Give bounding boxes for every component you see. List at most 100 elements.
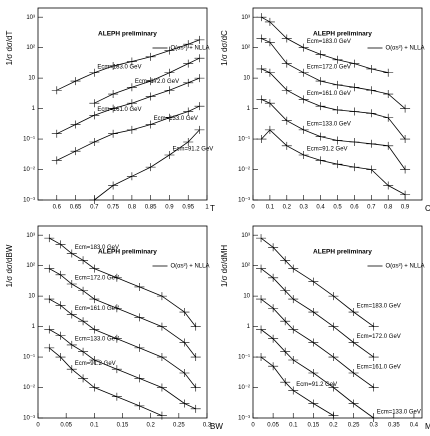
- data-point: [55, 301, 66, 310]
- data-point: [190, 353, 201, 362]
- data-point: [134, 401, 145, 410]
- data-point: [256, 95, 267, 104]
- y-tick-label: 10³: [26, 15, 35, 21]
- x-tick-label: 0.65: [70, 205, 82, 211]
- data-point: [368, 414, 379, 422]
- data-point: [51, 86, 62, 95]
- data-point: [78, 374, 89, 383]
- data-point: [383, 181, 394, 190]
- theory-curve: [260, 329, 374, 419]
- theory-curve: [49, 298, 197, 388]
- theory-curve: [260, 237, 374, 327]
- data-point: [368, 353, 379, 362]
- y-tick-label: 10⁻³: [23, 198, 35, 204]
- data-point: [256, 13, 267, 22]
- x-tick-label: 0.95: [182, 205, 194, 211]
- theory-curve: [94, 129, 200, 201]
- y-tick-label: 1: [32, 324, 36, 330]
- data-point: [400, 135, 411, 144]
- data-point: [264, 125, 275, 134]
- data-point: [89, 196, 100, 204]
- data-point: [280, 317, 291, 326]
- y-tick-label: 10²: [241, 263, 250, 269]
- x-tick-label: 1: [205, 205, 209, 211]
- data-point: [308, 368, 319, 377]
- data-point: [366, 86, 377, 95]
- data-point: [179, 368, 190, 377]
- data-point: [78, 286, 89, 295]
- theory-curve: [49, 347, 163, 416]
- data-point: [383, 90, 394, 99]
- data-point: [288, 295, 299, 304]
- x-tick-label: 0.7: [367, 205, 376, 211]
- legend-text: O(αs²) + NLLA: [386, 264, 425, 270]
- data-point: [183, 40, 194, 49]
- data-point: [55, 353, 66, 362]
- data-point: [256, 64, 267, 73]
- y-tick-label: 10: [243, 76, 250, 82]
- data-point: [108, 181, 119, 190]
- data-point: [194, 54, 205, 63]
- data-point: [348, 338, 359, 347]
- series-label: Ecm=183.0 GeV: [307, 39, 351, 45]
- series-label: Ecm=161.0 GeV: [357, 365, 401, 371]
- data-point: [70, 77, 81, 86]
- series-label: Ecm=183.0 GeV: [357, 304, 401, 310]
- x-tick-label: 0: [36, 423, 40, 429]
- data-point: [70, 120, 81, 129]
- data-point: [288, 264, 299, 273]
- data-point: [190, 404, 201, 413]
- plot-frame: [252, 225, 423, 419]
- data-point: [156, 383, 167, 392]
- series-label: Ecm=183.0 GeV: [75, 245, 119, 251]
- data-point: [194, 102, 205, 111]
- data-point: [264, 38, 275, 47]
- data-point: [183, 59, 194, 68]
- theory-curve: [261, 99, 406, 170]
- data-point: [400, 104, 411, 113]
- data-point: [268, 362, 279, 371]
- data-point: [298, 68, 309, 77]
- data-point: [66, 279, 77, 288]
- series-label: Ecm=183.0 GeV: [97, 64, 141, 70]
- x-tick-label: 0.9: [401, 205, 410, 211]
- data-point: [315, 77, 326, 86]
- x-tick-label: 0.6: [350, 205, 359, 211]
- data-point: [268, 304, 279, 313]
- data-point: [126, 172, 137, 181]
- data-point: [298, 125, 309, 134]
- data-point: [281, 141, 292, 150]
- series-label: Ecm=91.2 GeV: [75, 361, 116, 367]
- y-axis-label: 1/σ dσ/dT: [5, 31, 14, 66]
- panel-title: ALEPH preliminary: [313, 249, 372, 256]
- data-point: [281, 34, 292, 43]
- y-tick-label: 1: [247, 106, 251, 112]
- x-tick-label: 0.3: [203, 423, 212, 429]
- data-point: [349, 83, 360, 92]
- data-point: [315, 50, 326, 59]
- data-point: [332, 80, 343, 89]
- x-tick-label: 0.3: [370, 423, 379, 429]
- series-label: Ecm=133.0 GeV: [377, 410, 421, 416]
- panel-title: ALEPH preliminary: [313, 31, 372, 38]
- data-point: [164, 86, 175, 95]
- data-point: [256, 325, 267, 334]
- y-tick-label: 10⁻¹: [238, 355, 250, 361]
- data-point: [126, 83, 137, 92]
- data-point: [256, 34, 267, 43]
- y-tick-label: 1: [32, 106, 36, 112]
- x-tick-label: 0.25: [348, 423, 360, 429]
- theory-curve: [260, 298, 374, 388]
- data-point: [281, 116, 292, 125]
- data-point: [308, 308, 319, 317]
- series-label: Ecm=133.0 GeV: [154, 116, 198, 122]
- x-tick-label: 0: [251, 423, 255, 429]
- data-point: [328, 411, 339, 420]
- data-point: [145, 120, 156, 129]
- x-tick-label: 0.1: [90, 423, 99, 429]
- data-point: [89, 383, 100, 392]
- data-point: [256, 295, 267, 304]
- data-point: [145, 52, 156, 61]
- y-tick-label: 10⁻¹: [23, 137, 35, 143]
